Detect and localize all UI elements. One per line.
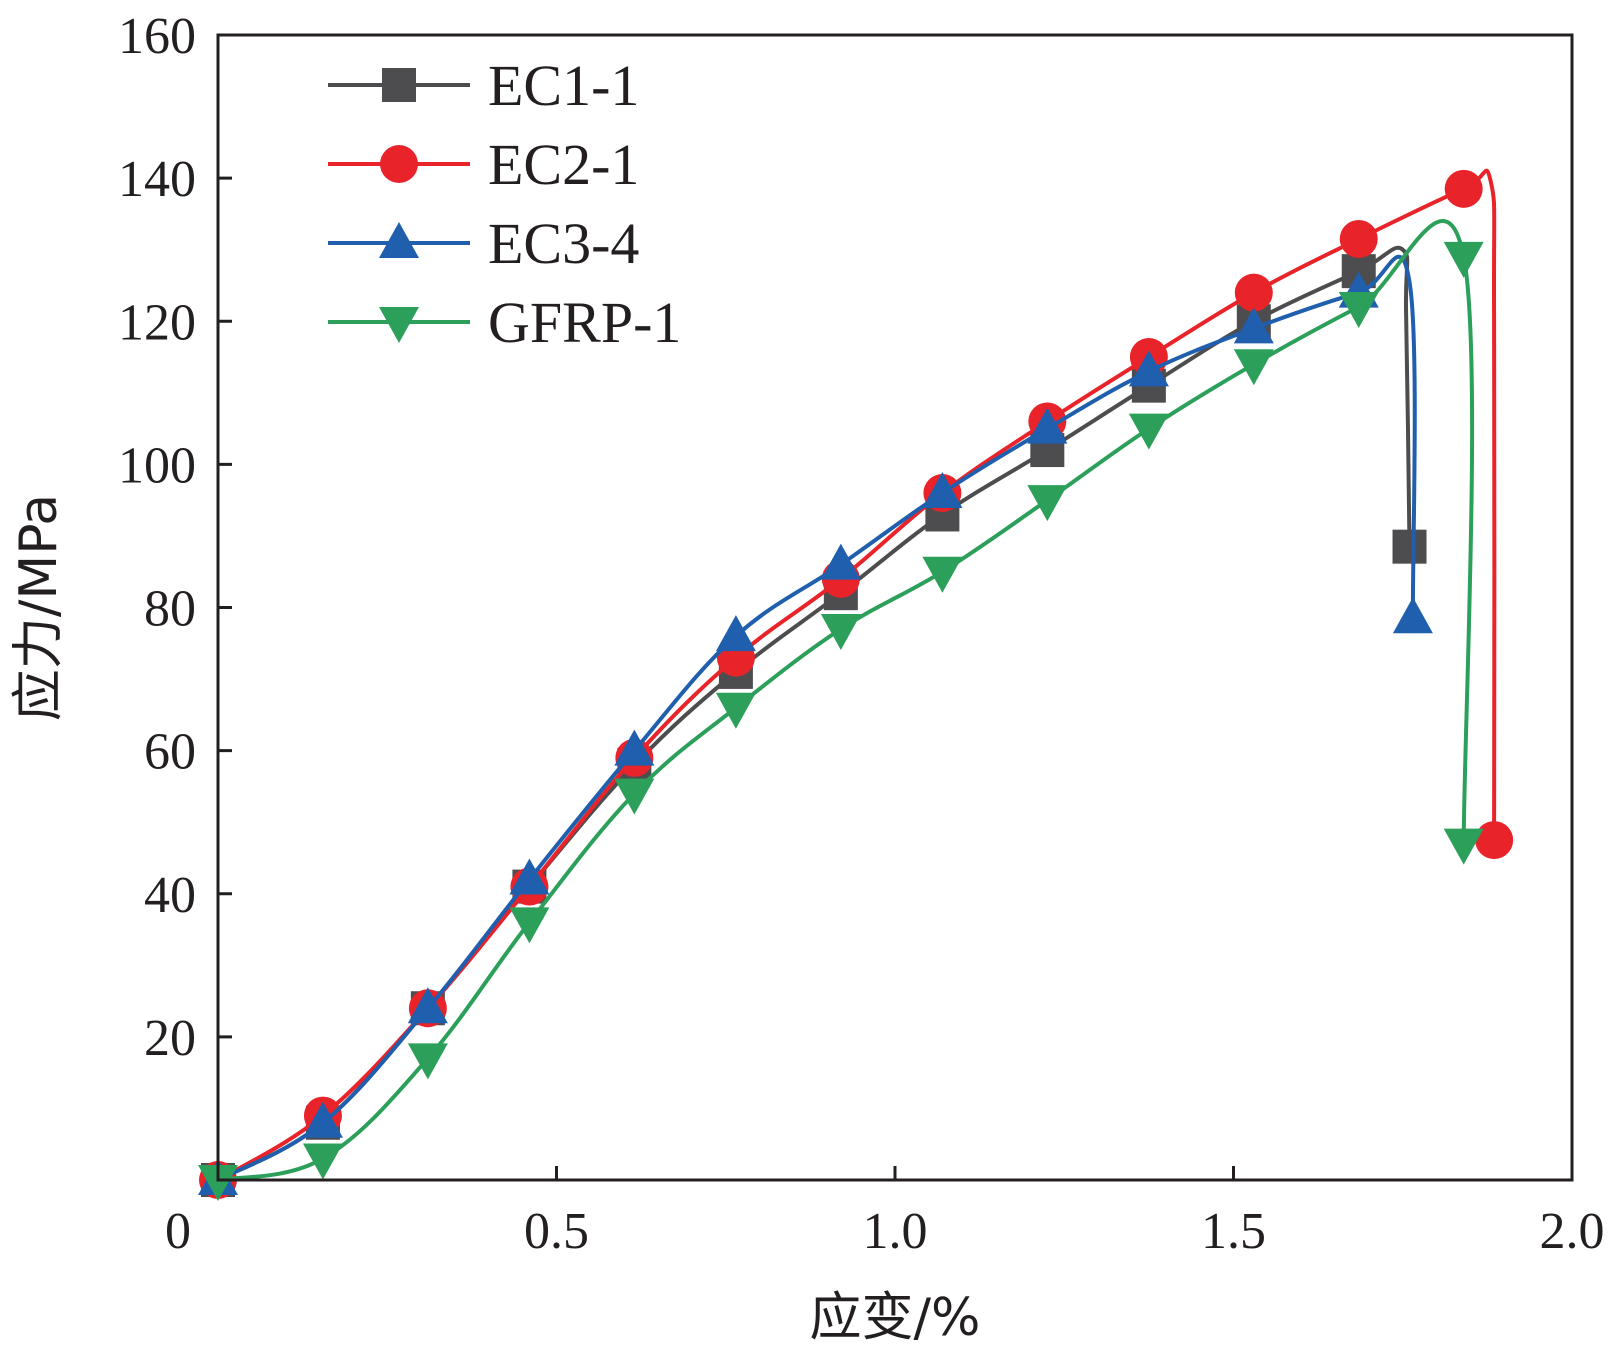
data-point-gfrp-1	[922, 556, 963, 593]
legend-marker	[380, 145, 418, 183]
y-tick-label: 60	[144, 724, 196, 781]
x-tick-label: 2.0	[1540, 1203, 1605, 1260]
data-point-gfrp-1	[1443, 828, 1484, 865]
legend-label: EC2-1	[488, 132, 639, 197]
legend-label: EC1-1	[488, 53, 639, 118]
data-point-gfrp-1	[509, 907, 550, 944]
series-ec3-4	[198, 254, 1433, 1195]
data-point-ec3-4	[614, 729, 655, 766]
x-tick-label: 0	[165, 1203, 191, 1260]
data-point-ec2-1	[1444, 169, 1483, 208]
data-point-ec2-1	[1234, 273, 1273, 312]
data-point-ec3-4	[1027, 407, 1068, 444]
data-point-ec3-4	[820, 543, 861, 580]
y-tick-label: 140	[118, 151, 196, 208]
data-point-ec3-4	[715, 615, 756, 652]
legend-item-ec1-1: EC1-1	[328, 53, 639, 118]
data-point-gfrp-1	[198, 1165, 238, 1201]
y-axis-title: 应力/MPa	[9, 494, 69, 721]
legend-marker	[379, 307, 419, 343]
data-point-ec3-4	[1233, 307, 1274, 344]
data-point-ec3-4	[509, 858, 550, 895]
y-tick-label: 20	[144, 1010, 196, 1067]
data-point-gfrp-1	[715, 692, 756, 729]
data-point-gfrp-1	[614, 778, 655, 815]
series-layer	[198, 168, 1514, 1201]
data-point-gfrp-1	[1027, 485, 1068, 522]
y-tick-label: 40	[144, 867, 196, 924]
legend-item-ec2-1: EC2-1	[328, 132, 639, 197]
legend-item-gfrp-1: GFRP-1	[328, 290, 681, 355]
tick-layer: 0 0.5 1.0 1.5 2.0 20 40 60 80 100 120 140 160	[118, 8, 1605, 1260]
y-tick-label: 160	[118, 8, 196, 65]
legend-marker	[382, 68, 416, 102]
data-point-ec3-4	[302, 1101, 343, 1138]
legend-marker	[379, 222, 419, 258]
legend-item-ec3-4: EC3-4	[328, 211, 639, 276]
data-point-ec3-4	[1392, 597, 1433, 634]
series-line-ec2-1	[216, 168, 1497, 1182]
y-tick-label: 100	[118, 437, 196, 494]
x-tick-label: 1.5	[1201, 1203, 1266, 1260]
series-line-ec3-4	[217, 254, 1417, 1182]
data-point-ec3-4	[1128, 350, 1169, 387]
series-gfrp-1	[198, 219, 1484, 1201]
y-tick-label: 80	[144, 581, 196, 638]
data-point-gfrp-1	[1338, 291, 1379, 328]
data-point-gfrp-1	[820, 613, 861, 650]
data-point-gfrp-1	[1128, 413, 1169, 450]
legend-label: EC3-4	[488, 211, 639, 276]
data-point-ec2-1	[1339, 219, 1378, 258]
x-axis-title: 应变/%	[810, 1288, 981, 1348]
data-point-ec2-1	[1475, 821, 1514, 860]
x-tick-label: 1.0	[863, 1203, 928, 1260]
y-tick-label: 120	[118, 294, 196, 351]
data-point-gfrp-1	[302, 1143, 343, 1180]
legend-label: GFRP-1	[488, 290, 681, 355]
data-point-ec3-4	[407, 987, 448, 1024]
data-point-ec3-4	[922, 472, 963, 508]
data-point-gfrp-1	[1443, 241, 1484, 278]
legend: EC1-1 EC2-1 EC3-4 GFRP-1	[328, 53, 681, 355]
data-point-gfrp-1	[407, 1043, 448, 1080]
data-point-gfrp-1	[1233, 349, 1274, 386]
data-point-ec1-1	[1392, 529, 1427, 564]
x-tick-label: 0.5	[524, 1203, 589, 1260]
